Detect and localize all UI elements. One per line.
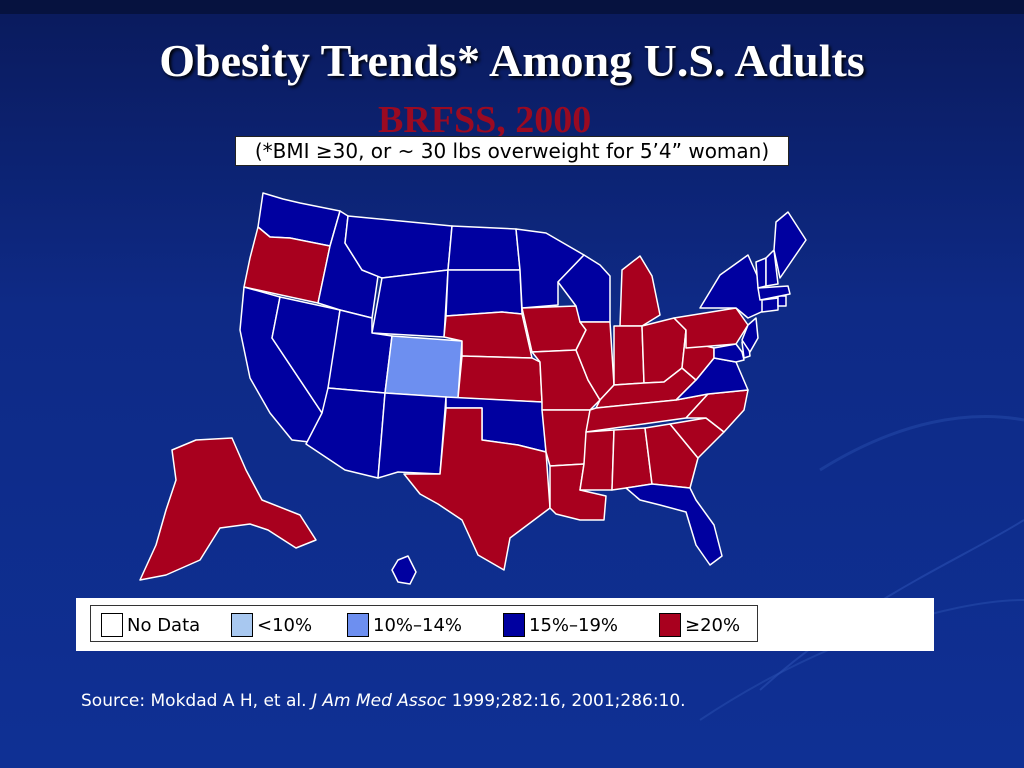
legend-item-ge20: ≥20% <box>659 612 740 638</box>
state-vermont <box>755 257 767 289</box>
state-north-dakota <box>447 225 521 271</box>
state-michigan <box>619 255 661 327</box>
legend-item-lt10: <10% <box>231 612 312 638</box>
top-bar <box>0 0 1024 14</box>
state-maine <box>773 211 807 279</box>
legend-swatch <box>347 613 369 637</box>
state-georgia <box>644 423 699 489</box>
state-rhode-island <box>777 295 787 307</box>
legend-box: No Data <10% 10%–14% 15%–19% ≥20% <box>90 605 758 642</box>
legend-label: ≥20% <box>685 614 741 636</box>
state-colorado <box>384 335 463 399</box>
legend-label: No Data <box>127 614 201 636</box>
state-maryland <box>713 343 745 363</box>
state-kansas <box>457 355 543 403</box>
state-mississippi <box>579 429 615 491</box>
legend-item-15-19: 15%–19% <box>503 612 618 638</box>
state-arkansas <box>541 409 591 467</box>
state-alaska <box>139 437 317 581</box>
state-wyoming <box>371 269 449 338</box>
legend-swatch <box>503 613 525 637</box>
state-connecticut <box>761 297 779 313</box>
state-hawaii <box>391 555 417 585</box>
legend-swatch <box>231 613 253 637</box>
legend-label: 10%–14% <box>373 614 463 636</box>
source-prefix: Source: Mokdad A H, et al. <box>81 691 312 711</box>
state-new-hampshire <box>765 249 779 287</box>
source-suffix: 1999;282:16, 2001;286:10. <box>446 691 686 711</box>
state-south-dakota <box>445 269 523 317</box>
state-iowa <box>521 305 587 353</box>
legend-swatch <box>659 613 681 637</box>
us-obesity-map <box>139 192 807 585</box>
bmi-note: (*BMI ≥30, or ~ 30 lbs overweight for 5’… <box>235 136 789 166</box>
legend-item-no-data: No Data <box>101 612 200 638</box>
legend-label: 15%–19% <box>529 614 619 636</box>
state-new-mexico <box>377 392 447 479</box>
legend-label: <10% <box>257 614 313 636</box>
state-indiana <box>613 325 645 386</box>
state-massachusetts <box>757 285 791 301</box>
legend-swatch <box>101 613 123 637</box>
state-texas <box>403 407 551 571</box>
state-wisconsin <box>557 254 611 323</box>
slide-subtitle: BRFSS, 2000 <box>378 99 592 141</box>
state-montana <box>344 215 453 279</box>
state-florida <box>625 483 723 566</box>
legend-item-10-14: 10%–14% <box>347 612 462 638</box>
legend: No Data <10% 10%–14% 15%–19% ≥20% <box>76 598 934 651</box>
slide-title: Obesity Trends* Among U.S. Adults <box>159 35 865 86</box>
state-illinois <box>575 321 615 401</box>
source-journal: J Am Med Assoc <box>311 691 447 711</box>
source-citation: Source: Mokdad A H, et al. J Am Med Asso… <box>81 689 721 713</box>
state-new-jersey <box>741 317 759 353</box>
state-minnesota <box>515 228 585 309</box>
